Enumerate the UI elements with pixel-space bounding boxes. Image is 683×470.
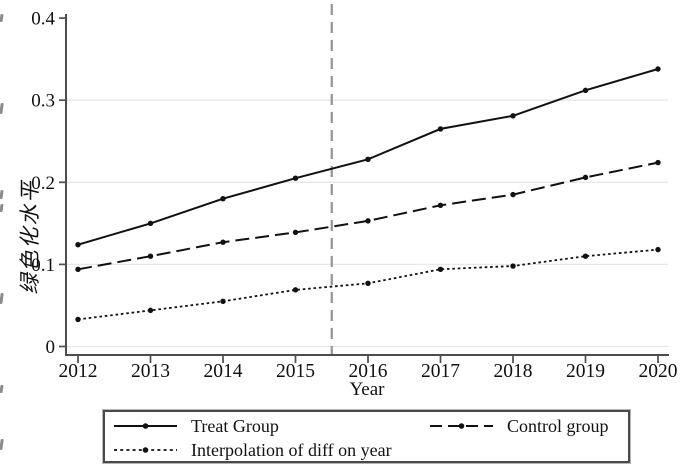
legend-label: Interpolation of diff on year <box>191 440 392 460</box>
data-point-control-group <box>147 253 154 259</box>
legend-item-treat-group: Treat Group <box>113 414 279 438</box>
data-point-interpolation-of-diff-on-year <box>147 307 154 314</box>
data-point-control-group <box>510 191 516 198</box>
y-tick-label: 0.1 <box>31 255 55 276</box>
data-point-control-group <box>292 229 299 236</box>
x-tick-label: 2018 <box>494 361 533 382</box>
y-tick-label: 0.2 <box>31 173 55 194</box>
data-point-control-group <box>365 218 371 224</box>
y-axis-title: 绿色化水平 <box>18 179 42 295</box>
data-point-treat-group <box>582 87 589 94</box>
legend-item-control-group: Control group <box>429 414 609 438</box>
data-point-interpolation-of-diff-on-year <box>582 253 589 259</box>
x-axis-title: Year <box>349 379 385 400</box>
y-tick-label: 0.3 <box>31 91 55 112</box>
legend-line-sample-solid <box>114 423 177 429</box>
x-tick-label: 2013 <box>131 361 170 382</box>
data-point-interpolation-of-diff-on-year <box>220 298 226 305</box>
x-tick-label: 2014 <box>204 361 243 382</box>
data-point-control-group <box>75 266 81 273</box>
data-point-interpolation-of-diff-on-year <box>75 316 81 323</box>
series-line-control-group <box>77 161 659 271</box>
legend-label: Control group <box>507 416 609 436</box>
y-tick-label: 0 <box>46 337 56 358</box>
data-point-interpolation-of-diff-on-year <box>437 266 444 273</box>
x-tick-label: 2019 <box>566 361 605 382</box>
data-point-interpolation-of-diff-on-year <box>510 263 516 269</box>
edge-artifact <box>0 438 4 451</box>
data-point-treat-group <box>365 156 371 163</box>
x-tick-label: 2020 <box>639 361 678 382</box>
y-tick-label: 0.4 <box>31 9 55 30</box>
data-point-treat-group <box>147 220 154 227</box>
data-point-treat-group <box>437 126 444 132</box>
data-point-interpolation-of-diff-on-year <box>292 287 299 293</box>
x-tick-label: 2012 <box>59 361 98 382</box>
plot-area: 0 0.1 0.2 0.3 0.4 2012 2013 2014 2015 2016 2017 201… <box>31 4 678 382</box>
data-point-treat-group <box>75 241 81 248</box>
legend-label: Treat Group <box>191 416 279 436</box>
data-point-interpolation-of-diff-on-year <box>655 246 661 253</box>
data-point-interpolation-of-diff-on-year <box>365 280 371 286</box>
legend-item-interpolation-of-diff-on-year: Interpolation of diff on year <box>113 438 392 462</box>
data-point-control-group <box>437 202 444 208</box>
legend: Treat Group Control group Interpolation of… <box>102 409 631 464</box>
legend-line-sample-long-dash <box>430 423 493 429</box>
data-point-treat-group <box>510 113 516 119</box>
x-tick-label: 2017 <box>421 361 460 382</box>
data-point-control-group <box>220 239 226 245</box>
data-point-control-group <box>582 174 589 181</box>
data-point-treat-group <box>655 66 661 72</box>
x-tick-label: 2016 <box>349 361 388 382</box>
legend-line-sample-dotted <box>114 447 177 453</box>
data-point-control-group <box>655 159 661 166</box>
x-tick-label: 2015 <box>276 361 315 382</box>
data-point-treat-group <box>292 175 299 181</box>
data-point-treat-group <box>220 196 226 202</box>
